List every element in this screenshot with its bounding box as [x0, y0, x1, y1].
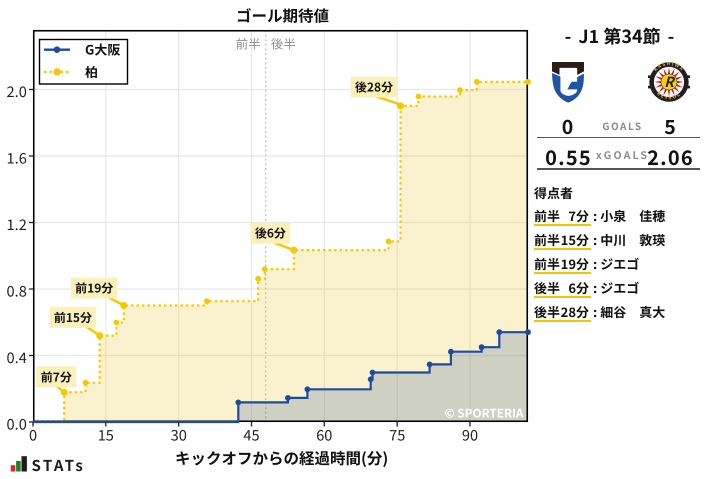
svg-text:45: 45	[243, 424, 259, 445]
svg-text:0.0: 0.0	[7, 413, 27, 434]
svg-text:60: 60	[316, 424, 332, 445]
svg-text:0.8: 0.8	[7, 280, 27, 301]
svg-text:柏: 柏	[85, 62, 98, 81]
svg-text:0: 0	[29, 424, 37, 445]
svg-text:REYSOL: REYSOL	[655, 91, 682, 101]
svg-text:1.2: 1.2	[7, 214, 27, 235]
svg-text:前半: 前半	[236, 34, 261, 53]
svg-text:2.0: 2.0	[7, 81, 27, 102]
svg-text:© SPORTERIA: © SPORTERIA	[445, 405, 524, 422]
svg-text:前7分: 前7分	[41, 368, 72, 385]
svg-text:ゴール期待値: ゴール期待値	[236, 5, 329, 27]
svg-text:30: 30	[171, 424, 187, 445]
svg-text:後6分: 後6分	[255, 225, 286, 242]
svg-text:15: 15	[98, 424, 114, 445]
svg-text:前19分: 前19分	[75, 280, 113, 297]
svg-text:G大阪: G大阪	[85, 40, 120, 59]
svg-text:0.4: 0.4	[7, 347, 27, 368]
svg-text:1.6: 1.6	[7, 147, 27, 168]
svg-text:後28分: 後28分	[355, 79, 393, 96]
svg-text:90: 90	[462, 424, 478, 445]
svg-text:後半: 後半	[271, 34, 296, 53]
svg-text:キックオフからの経過時間(分): キックオフからの経過時間(分)	[175, 447, 388, 469]
svg-text:前15分: 前15分	[54, 309, 92, 326]
svg-text:75: 75	[389, 424, 405, 445]
svg-text:R: R	[664, 72, 675, 92]
svg-text:STATs: STATs	[32, 455, 86, 475]
